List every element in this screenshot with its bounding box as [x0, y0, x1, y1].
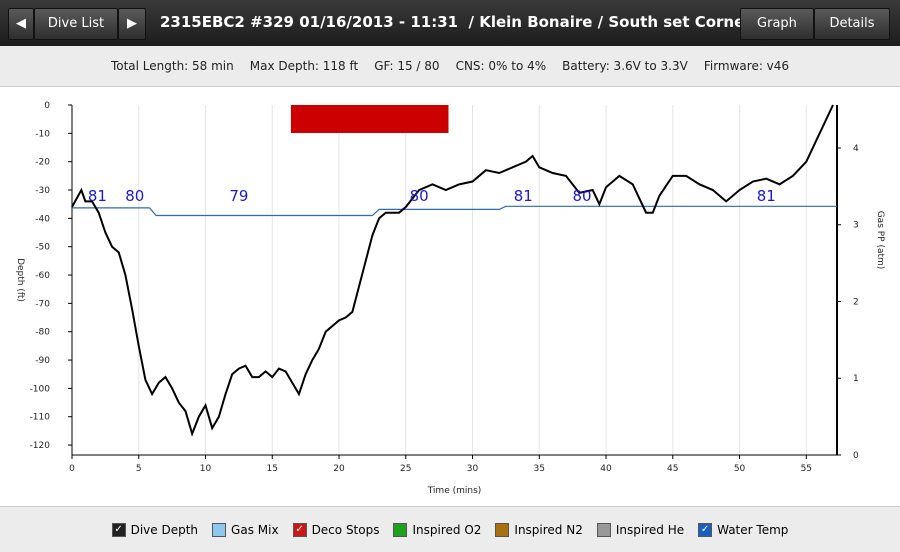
legend-label: Inspired O2	[412, 522, 482, 537]
stat: Battery: 3.6V to 3.3V	[562, 59, 688, 73]
x-tick-label: 15	[267, 464, 278, 474]
x-tick-label: 40	[600, 464, 612, 474]
x-tick-label: 50	[734, 464, 746, 474]
y-tick-label: -60	[35, 271, 50, 281]
y-tick-label: -90	[35, 356, 50, 366]
y-tick-label: -40	[35, 214, 50, 224]
y-tick-label: -70	[35, 299, 50, 309]
stat: CNS: 0% to 4%	[455, 59, 547, 73]
legend-label: Water Temp	[717, 522, 789, 537]
legend-label: Inspired He	[615, 522, 685, 537]
tab-button[interactable]: Details	[814, 8, 890, 40]
legend-checkbox[interactable]: ✓	[292, 522, 307, 537]
y-tick-label: -50	[35, 243, 50, 253]
y-tick-label: -80	[35, 328, 50, 338]
x-tick-label: 20	[333, 464, 345, 474]
water-temp-label: 80	[410, 187, 429, 205]
water-temp-label: 79	[229, 187, 248, 205]
legend-checkbox[interactable]	[596, 522, 611, 537]
x-tick-label: 35	[534, 464, 545, 474]
x-tick-label: 25	[400, 464, 411, 474]
x-tick-label: 45	[667, 464, 678, 474]
header: ◀ Dive List ▶ 2315EBC2 #329 01/16/2013 -…	[0, 0, 900, 46]
dive-title: 2315EBC2 #329 01/16/2013 - 11:31 / Klein…	[160, 13, 752, 31]
legend: ✓ Dive Depth Gas Mix ✓ Deco Stops Inspired O2…	[0, 506, 900, 552]
x-tick-label: 10	[200, 464, 212, 474]
depth-line	[71, 104, 834, 437]
next-button[interactable]: ▶	[118, 8, 146, 40]
legend-label: Inspired N2	[514, 522, 583, 537]
chart: 0 5 10 15 20 25 30 35 40 45 50 550-10-20-30-40-50-6…	[15, 101, 885, 496]
legend-checkbox[interactable]	[212, 522, 227, 537]
y-tick-label: -10	[35, 129, 50, 139]
x-tick-label: 30	[467, 464, 479, 474]
deco-stop	[290, 105, 449, 133]
stat: Max Depth: 118 ft	[249, 59, 359, 73]
legend-item[interactable]: Inspired He	[596, 522, 685, 537]
legend-checkbox[interactable]	[495, 522, 510, 537]
legend-checkbox[interactable]: ✓	[698, 522, 713, 537]
water-temp-label: 80	[125, 187, 144, 205]
legend-label: Dive Depth	[130, 522, 199, 537]
y-tick-label: -30	[35, 186, 50, 196]
legend-item[interactable]: ✓ Water Temp	[698, 522, 789, 537]
x-tick-label: 5	[136, 464, 142, 474]
y2-axis-label: Gas PP (atm)	[875, 211, 885, 270]
water-temp-label: 81	[514, 187, 533, 205]
stat: Firmware: v46	[703, 59, 790, 73]
y-axis-label: Depth (ft)	[15, 258, 25, 302]
stat: Total Length: 58 min	[110, 59, 234, 73]
legend-item[interactable]: Inspired N2	[495, 522, 583, 537]
stat: GF: 15 / 80	[374, 59, 440, 73]
legend-label: Deco Stops	[311, 522, 380, 537]
tab-button[interactable]: Graph	[740, 8, 814, 40]
stats-bar: Total Length: 58 min Max Depth: 118 ft GF:…	[0, 46, 900, 87]
water-temp-label: 81	[88, 187, 107, 205]
y2-tick-label: 0	[853, 451, 859, 461]
x-tick-label: 55	[801, 464, 812, 474]
y-tick-label: 0	[44, 101, 50, 111]
gas-pp-line	[72, 205, 837, 217]
x-tick-label: 0	[69, 464, 75, 474]
x-axis-label: Time (mins)	[427, 486, 482, 496]
y-tick-label: -100	[30, 384, 51, 394]
dive-list-button[interactable]: Dive List	[34, 8, 118, 40]
y-tick-label: -110	[30, 413, 51, 423]
legend-item[interactable]: Gas Mix	[212, 522, 279, 537]
legend-item[interactable]: ✓ Deco Stops	[292, 522, 380, 537]
legend-label: Gas Mix	[231, 522, 279, 537]
prev-button[interactable]: ◀	[8, 8, 34, 40]
water-temp-label: 81	[757, 187, 776, 205]
legend-item[interactable]: ✓ Dive Depth	[111, 522, 199, 537]
y2-tick-label: 2	[853, 297, 859, 307]
legend-checkbox[interactable]: ✓	[111, 522, 126, 537]
legend-checkbox[interactable]	[393, 522, 408, 537]
y-tick-label: -120	[30, 441, 51, 451]
y2-tick-label: 4	[853, 144, 859, 154]
water-temp-label: 80	[572, 187, 591, 205]
legend-item[interactable]: Inspired O2	[393, 522, 482, 537]
y2-tick-label: 1	[853, 374, 859, 384]
y-tick-label: -20	[35, 158, 50, 168]
y2-tick-label: 3	[853, 221, 859, 231]
